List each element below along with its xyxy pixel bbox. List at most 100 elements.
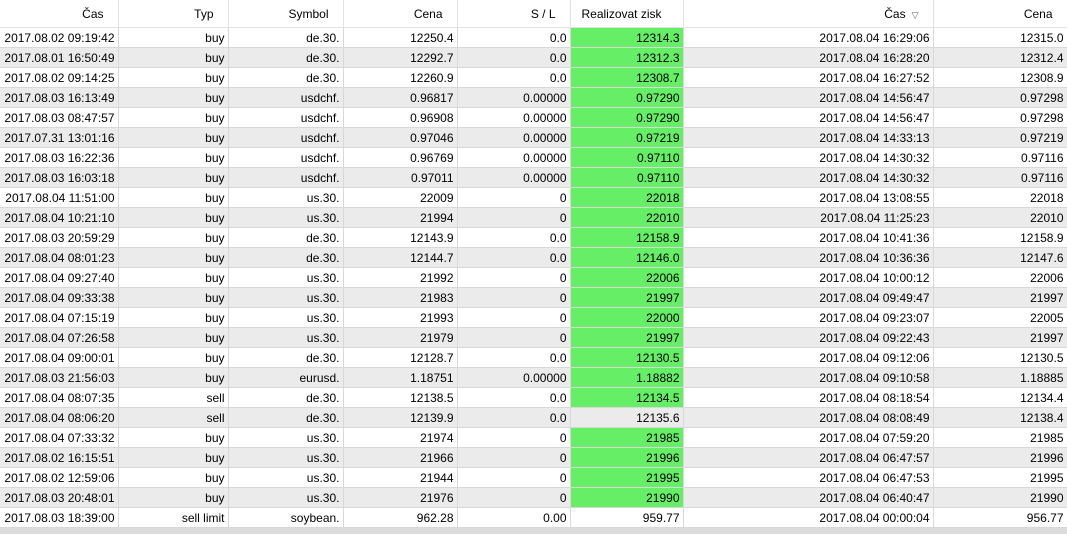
column-header[interactable]: Čas (0, 0, 119, 28)
trade-row[interactable]: 2017.08.04 09:27:40 buy us.30. 21992 0 22006 2… (0, 267, 1067, 288)
cell: 2017.08.04 08:18:54 (683, 387, 934, 408)
cell: 2017.08.04 08:01:23 (0, 247, 119, 268)
trade-row[interactable]: 2017.08.04 07:15:19 buy us.30. 21993 0 22000 2… (0, 307, 1067, 328)
cell: 0.00000 (457, 127, 571, 148)
cell: 962.28 (343, 507, 458, 528)
cell: 1.18885 (933, 367, 1067, 388)
cell: 21997 (933, 327, 1067, 348)
cell: 0 (457, 307, 571, 328)
cell: 22010 (933, 207, 1067, 228)
cell: 2017.08.04 14:56:47 (683, 87, 934, 108)
trade-row[interactable]: 2017.08.02 09:19:42 buy de.30. 12250.4 0.0 12… (0, 27, 1067, 48)
column-header[interactable]: Realizovat zisk (570, 0, 684, 28)
cell: 956.77 (933, 507, 1067, 528)
cell: 2017.08.04 16:28:20 (683, 47, 934, 68)
trade-row[interactable]: 2017.08.03 16:22:36 buy usdchf. 0.96769 0.00… (0, 147, 1067, 168)
trade-row[interactable]: 2017.08.03 16:13:49 buy usdchf. 0.96817 0.00… (0, 87, 1067, 108)
trade-row[interactable]: 2017.08.04 07:33:32 buy us.30. 21974 0 21985 2… (0, 427, 1067, 448)
cell: buy (118, 347, 229, 368)
cell: 2017.08.04 16:29:06 (683, 27, 934, 48)
cell: 0.97298 (933, 107, 1067, 128)
trade-row[interactable]: 2017.08.04 08:07:35 sell de.30. 12138.5 0.0 1… (0, 387, 1067, 408)
cell: 12135.6 (570, 407, 684, 428)
cell: buy (118, 247, 229, 268)
cell: 0 (457, 327, 571, 348)
cell: 12312.4 (933, 47, 1067, 68)
cell: 2017.08.04 11:25:23 (683, 207, 934, 228)
cell: 0.0 (457, 387, 571, 408)
column-header[interactable]: Symbol (228, 0, 344, 28)
cell: 22010 (570, 207, 684, 228)
cell: de.30. (228, 347, 344, 368)
column-header-label: Realizovat zisk (581, 6, 662, 21)
cell: us.30. (228, 287, 344, 308)
trade-row[interactable]: 2017.08.03 16:03:18 buy usdchf. 0.97011 0.00… (0, 167, 1067, 188)
cell: 12134.5 (570, 387, 684, 408)
cell: 21995 (570, 467, 684, 488)
column-header[interactable]: Cena (933, 0, 1067, 28)
cell: 21992 (343, 267, 458, 288)
cell: 2017.08.04 09:10:58 (683, 367, 934, 388)
cell: 12158.9 (933, 227, 1067, 248)
cell: 21976 (343, 487, 458, 508)
trade-row[interactable]: 2017.08.04 07:26:58 buy us.30. 21979 0 21997 2… (0, 327, 1067, 348)
cell: 2017.08.04 10:00:12 (683, 267, 934, 288)
trade-row[interactable]: 2017.08.02 09:14:25 buy de.30. 12260.9 0.0 12… (0, 67, 1067, 88)
cell: buy (118, 47, 229, 68)
cell: 2017.08.04 07:15:19 (0, 307, 119, 328)
trade-row[interactable]: 2017.08.04 09:33:38 buy us.30. 21983 0 21997 2… (0, 287, 1067, 308)
trade-row[interactable]: 2017.08.03 21:56:03 buy eurusd. 1.18751 0.00… (0, 367, 1067, 388)
column-header[interactable]: Typ (118, 0, 229, 28)
cell: us.30. (228, 467, 344, 488)
cell: 1.18882 (570, 367, 684, 388)
cell: de.30. (228, 387, 344, 408)
cell: de.30. (228, 47, 344, 68)
cell: 0.0 (457, 347, 571, 368)
trade-row[interactable]: 2017.08.03 08:47:57 buy usdchf. 0.96908 0.00… (0, 107, 1067, 128)
trade-row[interactable]: 2017.08.03 20:48:01 buy us.30. 21976 0 21990 2… (0, 487, 1067, 508)
cell: 0.0 (457, 47, 571, 68)
trade-row[interactable]: 2017.08.04 08:01:23 buy de.30. 12144.7 0.0 12… (0, 247, 1067, 268)
cell: buy (118, 87, 229, 108)
trade-row[interactable]: 2017.08.04 08:06:20 sell de.30. 12139.9 0.0 1… (0, 407, 1067, 428)
trade-row[interactable]: 2017.08.04 10:21:10 buy us.30. 21994 0 22010 2… (0, 207, 1067, 228)
cell: 12130.5 (570, 347, 684, 368)
cell: 0.97298 (933, 87, 1067, 108)
cell: 21966 (343, 447, 458, 468)
cell: 2017.08.04 14:33:13 (683, 127, 934, 148)
cell: 12250.4 (343, 27, 458, 48)
cell: 12143.9 (343, 227, 458, 248)
cell: 0.0 (457, 227, 571, 248)
column-header[interactable]: Cena (343, 0, 458, 28)
cell: de.30. (228, 227, 344, 248)
trade-row[interactable]: 2017.08.02 16:15:51 buy us.30. 21966 0 21996 2… (0, 447, 1067, 468)
cell: 2017.08.04 14:56:47 (683, 107, 934, 128)
trade-row[interactable]: 2017.08.03 18:39:00 sell limit soybean. 962… (0, 507, 1067, 528)
cell: 2017.08.04 07:59:20 (683, 427, 934, 448)
trade-row[interactable]: 2017.08.04 11:51:00 buy us.30. 22009 0 22018 2… (0, 187, 1067, 208)
cell: 12315.0 (933, 27, 1067, 48)
cell: 2017.08.03 20:59:29 (0, 227, 119, 248)
cell: 22005 (933, 307, 1067, 328)
cell: us.30. (228, 207, 344, 228)
cell: 0 (457, 267, 571, 288)
cell: buy (118, 147, 229, 168)
column-header-label: Typ (194, 6, 214, 21)
cell: 0 (457, 207, 571, 228)
cell: 22009 (343, 187, 458, 208)
trade-row[interactable]: 2017.08.04 09:00:01 buy de.30. 12128.7 0.0 12… (0, 347, 1067, 368)
trade-row[interactable]: 2017.08.02 12:59:06 buy us.30. 21944 0 21995 2… (0, 467, 1067, 488)
cell: 0.97110 (570, 167, 684, 188)
cell: 2017.07.31 13:01:16 (0, 127, 119, 148)
cell: buy (118, 447, 229, 468)
cell: 2017.08.04 10:41:36 (683, 227, 934, 248)
trade-row[interactable]: 2017.08.01 16:50:49 buy de.30. 12292.7 0.0 12… (0, 47, 1067, 68)
cell: 12138.4 (933, 407, 1067, 428)
trade-row[interactable]: 2017.08.03 20:59:29 buy de.30. 12143.9 0.0 12… (0, 227, 1067, 248)
column-header[interactable]: Čas ▽ (683, 0, 934, 28)
cell: 21997 (933, 287, 1067, 308)
column-header[interactable]: S / L (457, 0, 571, 28)
trade-row[interactable]: 2017.07.31 13:01:16 buy usdchf. 0.97046 0.00… (0, 127, 1067, 148)
cell: 21990 (570, 487, 684, 508)
